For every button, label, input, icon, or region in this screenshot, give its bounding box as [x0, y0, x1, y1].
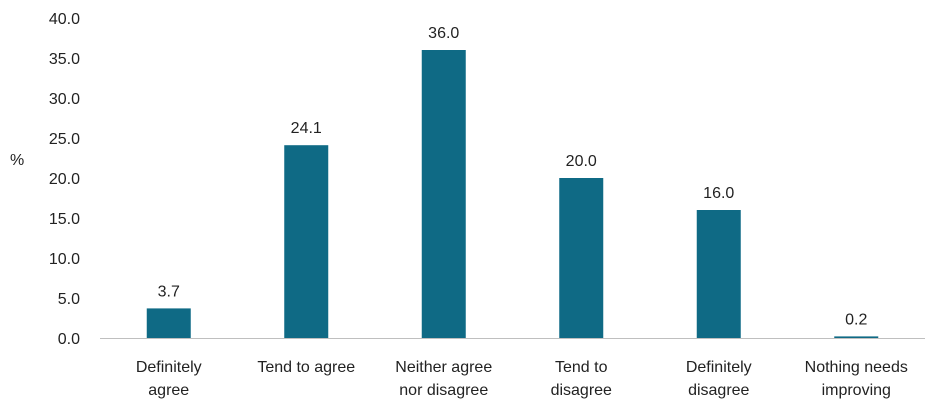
bar-value-label: 3.7: [158, 283, 180, 300]
bar-value-label: 20.0: [566, 153, 597, 170]
y-tick-label: 40.0: [49, 11, 80, 28]
y-axis-ticks: 0.0 5.0 10.0 15.0 20.0 25.0 30.0 35.0 40.0: [49, 11, 80, 348]
y-tick-label: 25.0: [49, 131, 80, 148]
y-tick-label: 0.0: [58, 331, 80, 348]
bar-value-label: 24.1: [291, 120, 322, 137]
x-category-label: Nothing needs improving: [805, 359, 908, 399]
bar: [696, 210, 741, 338]
y-tick-label: 20.0: [49, 171, 80, 188]
bar: [834, 336, 879, 338]
bar: [559, 178, 604, 338]
bar: [284, 145, 329, 338]
y-tick-label: 15.0: [49, 211, 80, 228]
bar-value-label: 0.2: [845, 311, 867, 328]
x-category-label: Definitely agree: [136, 359, 202, 399]
x-category-label: Neither agree nor disagree: [395, 359, 492, 399]
bars: [146, 50, 879, 338]
x-axis-category-labels: Definitely agree Tend to agree Neither agre…: [136, 359, 908, 399]
bar-value-label: 36.0: [428, 25, 459, 42]
x-category-label: Tend to agree: [257, 359, 355, 376]
y-tick-label: 5.0: [58, 291, 80, 308]
x-category-label: Tend to disagree: [551, 359, 612, 399]
y-axis-title: %: [10, 152, 24, 169]
bar: [146, 308, 191, 338]
y-tick-label: 10.0: [49, 251, 80, 268]
y-tick-label: 30.0: [49, 91, 80, 108]
data-labels: 3.7 24.1 36.0 20.0 16.0 0.2: [158, 25, 868, 328]
x-category-label: Definitely disagree: [686, 359, 752, 399]
bar: [421, 50, 466, 338]
y-tick-label: 35.0: [49, 51, 80, 68]
bar-value-label: 16.0: [703, 185, 734, 202]
